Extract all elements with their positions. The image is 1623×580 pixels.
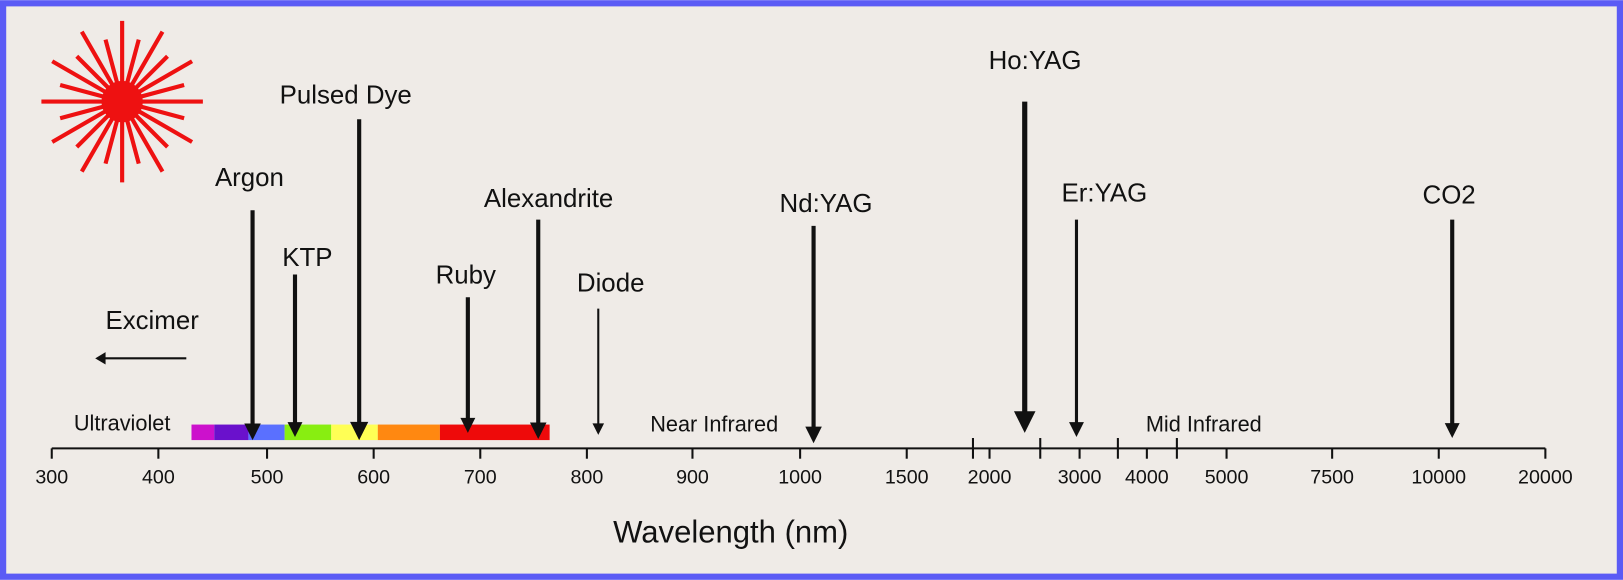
laser-label: Argon bbox=[215, 164, 284, 192]
tick-label: 7500 bbox=[1310, 467, 1354, 489]
region-label: Ultraviolet bbox=[74, 410, 171, 435]
arrow-head bbox=[287, 422, 303, 437]
laser-label: Ruby bbox=[436, 261, 496, 289]
tick-label: 400 bbox=[142, 467, 175, 489]
laser-label: Alexandrite bbox=[484, 185, 613, 213]
tick-label: 300 bbox=[35, 467, 68, 489]
spectrum-segment bbox=[214, 424, 249, 441]
arrow-head bbox=[529, 422, 547, 440]
arrow-head bbox=[592, 423, 605, 435]
region-label: Near Infrared bbox=[650, 411, 778, 436]
arrow-head bbox=[1069, 422, 1084, 437]
tick-label: 4000 bbox=[1125, 467, 1169, 489]
tick-label: 10000 bbox=[1411, 467, 1466, 489]
spectrum-segment bbox=[191, 424, 215, 441]
arrow-head bbox=[805, 426, 822, 444]
spectrum-segment bbox=[331, 424, 378, 441]
arrow-head bbox=[1013, 411, 1036, 433]
laser-icon bbox=[41, 20, 203, 183]
tick-label: 5000 bbox=[1205, 467, 1249, 489]
tick-label: 600 bbox=[357, 467, 390, 489]
arrow-head bbox=[244, 423, 261, 441]
tick-label: 700 bbox=[464, 467, 497, 489]
tick-label: 800 bbox=[570, 467, 603, 489]
arrow-head bbox=[1444, 423, 1460, 439]
laser-label: Nd:YAG bbox=[780, 190, 873, 218]
laser-label: Er:YAG bbox=[1062, 180, 1148, 208]
arrow-head bbox=[460, 417, 476, 433]
tick-label: 1500 bbox=[885, 467, 929, 489]
burst-core bbox=[101, 80, 143, 123]
axis-title: Wavelength (nm) bbox=[613, 514, 848, 549]
tick-label: 3000 bbox=[1058, 467, 1102, 489]
spectrum-segment bbox=[377, 424, 440, 441]
tick-label: 2000 bbox=[968, 467, 1012, 489]
laser-label: Diode bbox=[577, 270, 645, 298]
tick-label: 1000 bbox=[778, 467, 822, 489]
laser-label: Excimer bbox=[105, 307, 199, 335]
tick-label: 900 bbox=[676, 467, 709, 489]
spectrum-bar bbox=[191, 424, 550, 441]
region-label: Mid Infrared bbox=[1146, 411, 1262, 436]
laser-label: Ho:YAG bbox=[989, 47, 1082, 75]
arrow-head bbox=[95, 352, 106, 365]
tick-label: 500 bbox=[251, 467, 284, 489]
laser-label: KTP bbox=[282, 244, 332, 272]
tick-label: 20000 bbox=[1518, 467, 1573, 489]
laser-label: Pulsed Dye bbox=[280, 81, 412, 109]
laser-label: CO2 bbox=[1423, 182, 1476, 210]
arrow-head bbox=[350, 421, 369, 441]
